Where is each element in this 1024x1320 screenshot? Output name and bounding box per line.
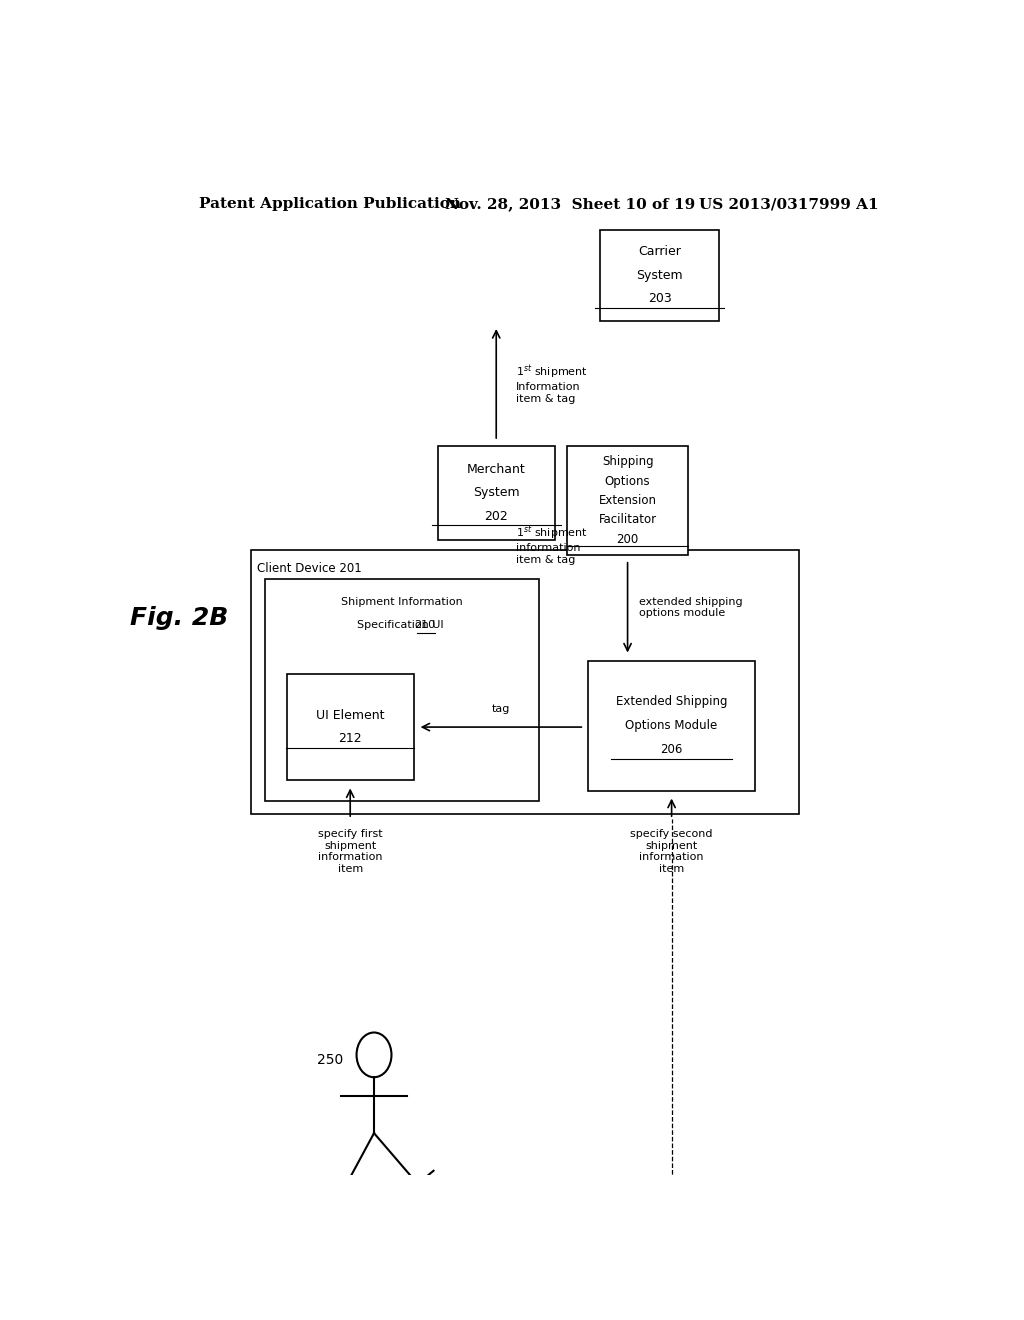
Text: System: System: [473, 486, 519, 499]
Text: 202: 202: [484, 510, 508, 523]
Bar: [437, 446, 555, 540]
Text: Facilitator: Facilitator: [598, 513, 656, 527]
Bar: [588, 660, 755, 791]
Text: Shipment Information: Shipment Information: [341, 598, 463, 607]
Text: Specification UI: Specification UI: [357, 620, 447, 630]
Text: specify first
shipment
information
item: specify first shipment information item: [317, 829, 383, 874]
Bar: [600, 230, 719, 321]
Bar: [265, 579, 539, 801]
Text: 1$^{st}$ shipment
Information
item & tag: 1$^{st}$ shipment Information item & tag: [516, 363, 588, 404]
Text: 212: 212: [338, 733, 362, 746]
Bar: [287, 673, 414, 780]
Text: Nov. 28, 2013  Sheet 10 of 19: Nov. 28, 2013 Sheet 10 of 19: [445, 197, 695, 211]
Text: 200: 200: [616, 532, 639, 545]
Text: Merchant: Merchant: [467, 463, 525, 477]
Text: specify second
shipment
information
item: specify second shipment information item: [631, 829, 713, 874]
Text: Carrier: Carrier: [638, 246, 681, 259]
Text: 1$^{st}$ shipment
information
item & tag: 1$^{st}$ shipment information item & tag: [516, 524, 588, 565]
Text: Options Module: Options Module: [626, 719, 718, 733]
Text: Patent Application Publication: Patent Application Publication: [200, 197, 462, 211]
Text: Extension: Extension: [599, 494, 656, 507]
Text: 203: 203: [648, 292, 672, 305]
Text: 210: 210: [414, 620, 435, 630]
Text: 206: 206: [660, 743, 683, 756]
Text: Client Device 201: Client Device 201: [257, 562, 362, 576]
Bar: [251, 549, 799, 814]
Text: UI Element: UI Element: [316, 709, 384, 722]
Text: US 2013/0317999 A1: US 2013/0317999 A1: [699, 197, 879, 211]
Text: tag: tag: [492, 704, 510, 714]
Text: Fig. 2B: Fig. 2B: [130, 606, 228, 630]
Text: Extended Shipping: Extended Shipping: [615, 694, 727, 708]
Text: extended shipping
options module: extended shipping options module: [639, 597, 743, 619]
Text: System: System: [636, 269, 683, 281]
Text: Options: Options: [605, 475, 650, 487]
Bar: [567, 446, 688, 554]
Text: 250: 250: [317, 1053, 343, 1067]
Text: Shipping: Shipping: [602, 455, 653, 469]
